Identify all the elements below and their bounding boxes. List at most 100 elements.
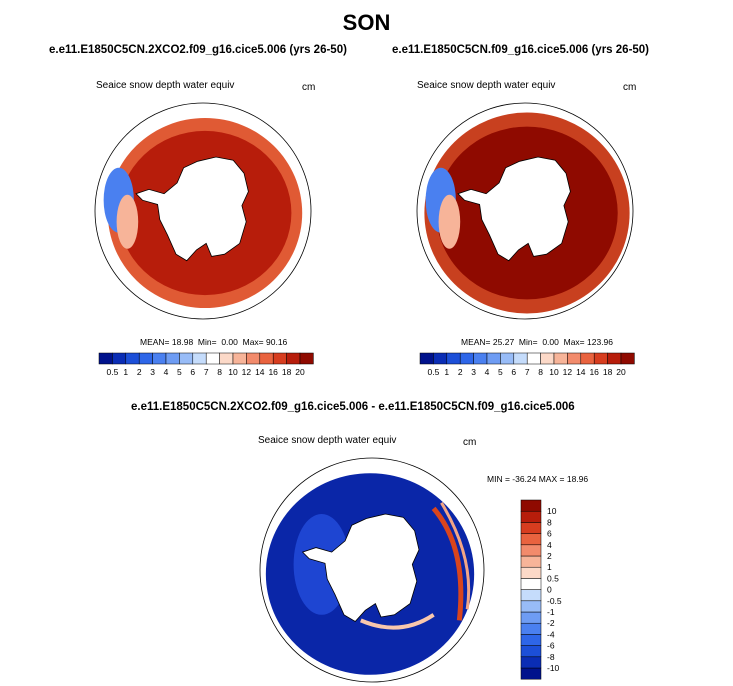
panel1-colorbar-box [246,352,261,365]
diff-colorbar-box [520,566,542,579]
panel2-mid-snow-patch [438,194,461,249]
diff-colorbar-label: -6 [547,641,555,651]
diff-variable-label: Seaice snow depth water equiv [258,435,397,446]
diff-minmax-text: MIN = -36.24 MAX = 18.96 [487,474,589,484]
diff-colorbar-label: -8 [547,652,555,662]
panel1-colorbar-label: 5 [177,367,182,377]
diff-colorbar-label: 0 [547,585,552,595]
panel2-colorbar-label: 5 [498,367,503,377]
panel2-max-label: Max= [563,337,585,347]
diff-colorbar-label: 8 [547,517,552,527]
diff-colorbar-label: -0.5 [547,596,562,606]
panel1-colorbar-box [138,352,153,365]
panel1-colorbar-box [165,352,180,365]
panel2-mean-label: MEAN= [461,337,491,347]
panel1-colorbar-box [259,352,274,365]
diff-colorbar-box [520,589,542,602]
panel2-colorbar-label: 2 [458,367,463,377]
panel2-colorbar-label: 0.5 [427,367,439,377]
diff-colorbar-box [520,499,542,512]
panel1-colorbar-box [98,352,113,365]
panel2-colorbar-box [486,352,501,365]
panel2-colorbar-box [567,352,582,365]
panel2-colorbar-label: 6 [511,367,516,377]
season-title: SON [342,10,391,35]
panel1-colorbar-box [179,352,194,365]
diff-units-label: cm [463,437,477,448]
panel2-colorbar-box [513,352,528,365]
panel2-min-value: 0.00 [542,337,559,347]
panel1-colorbar-label: 18 [282,367,292,377]
panel2-colorbar-box [593,352,608,365]
panel2-colorbar-label: 3 [471,367,476,377]
panel1-colorbar-box [219,352,234,365]
panel2-colorbar: 0.5 1 2 3 4 5 6 7 8 10 12 14 16 18 20 [419,352,635,377]
panel2-colorbar-label: 1 [444,367,449,377]
diff-polar-map [259,457,485,683]
panel1-max-value: 90.16 [266,337,288,347]
panel1-colorbar-box [112,352,127,365]
panel1-min-value: 0.00 [221,337,238,347]
diff-colorbar-box [520,522,542,534]
panel1-colorbar: 0.5 1 2 3 4 5 6 7 8 10 12 14 16 18 20 [98,352,314,377]
panel1-colorbar-label: 2 [137,367,142,377]
panel1-mean-value: 18.98 [171,337,194,347]
panel1-units-label: cm [302,82,316,93]
panel2-case-title: e.e11.E1850C5CN.f09_g16.cice5.006 (yrs 2… [392,44,650,56]
diff-colorbar-label: -2 [547,618,555,628]
panel1-colorbar-box [192,352,207,365]
panel1-colorbar-box [286,352,301,365]
panel2-colorbar-label: 4 [485,367,490,377]
panel1-colorbar-box [272,352,287,365]
panel2-colorbar-label: 20 [616,367,626,377]
panel1-colorbar-label: 3 [150,367,155,377]
panel1-mid-snow-patch [116,194,139,249]
diff-colorbar-label: 4 [547,540,552,550]
diff-colorbar-box [520,533,542,546]
panel1-colorbar-label: 14 [255,367,265,377]
panel2-colorbar-box [553,352,568,365]
diff-near-zero-band [360,613,435,630]
diff-colorbar-box [520,510,542,523]
panel2-stats: MEAN= 25.27 Min= 0.00 Max= 123.96 [461,337,613,347]
panel2-units-label: cm [623,82,637,93]
panel2-antarctica-outline [457,156,571,262]
panel2-colorbar-box [419,352,434,365]
panel1-colorbar-label: 4 [164,367,169,377]
diff-colorbar-label: 0.5 [547,573,559,583]
panel1-colorbar-box [152,352,167,365]
panel2-colorbar-label: 8 [538,367,543,377]
diff-colorbar-box [520,667,542,680]
diff-colorbar-box [520,555,542,568]
diff-colorbar-box [520,578,542,590]
diff-colorbar-box [520,634,542,646]
panel1-min-label: Min= [197,337,217,347]
diff-colorbar-box [520,656,542,669]
diff-positive-band [431,506,464,621]
panel1-polar-map [94,102,312,320]
diff-colorbar-box [520,611,542,624]
panel2-variable-label: Seaice snow depth water equiv [417,80,556,91]
panel1-colorbar-label: 10 [228,367,238,377]
panel1-colorbar-box [205,352,220,365]
panel1-colorbar-box [299,352,314,365]
panel2-colorbar-box [526,352,541,365]
diff-positive-edge [440,502,471,610]
panel1-colorbar-label: 12 [242,367,252,377]
panel1-colorbar-label: 6 [190,367,195,377]
panel1-colorbar-label: 16 [268,367,278,377]
diff-colorbar-label: 6 [547,529,552,539]
panel2-colorbar-label: 16 [589,367,599,377]
panel1-colorbar-label: 7 [204,367,209,377]
diff-colorbar-box [520,645,542,658]
diff-title: e.e11.E1850C5CN.2XCO2.f09_g16.cice5.006 … [131,401,575,413]
diff-colorbar-label: 10 [547,506,557,516]
panel2-colorbar-box [607,352,622,365]
diff-colorbar-box [520,622,542,635]
panel2-colorbar-box [459,352,474,365]
panel2-colorbar-box [433,352,448,365]
panel1-max-label: Max= [242,337,264,347]
panel2-colorbar-label: 18 [603,367,613,377]
panel2-max-value: 123.96 [587,337,614,347]
diff-colorbar-box [520,544,542,557]
